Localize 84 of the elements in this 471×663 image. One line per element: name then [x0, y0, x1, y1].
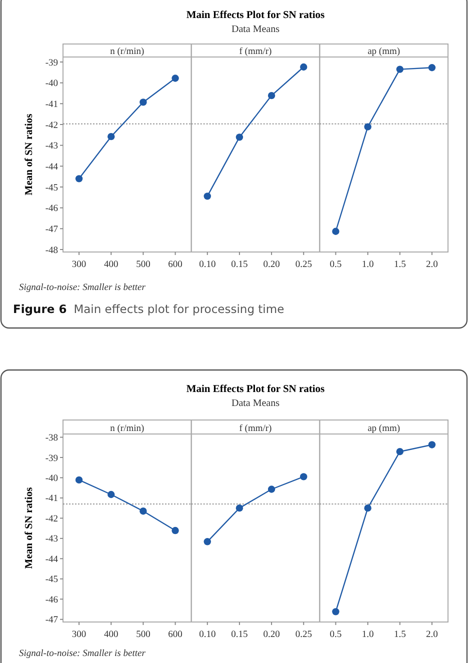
y-tick-label: -40	[45, 474, 58, 484]
y-tick-label: -42	[45, 514, 58, 524]
point	[236, 504, 244, 512]
point	[268, 92, 276, 100]
y-tick-label: -45	[45, 183, 58, 194]
x-tick-label: 1.5	[394, 260, 406, 270]
x-tick-label: 2.0	[426, 630, 438, 640]
x-axis-title: ap (mm)	[368, 424, 400, 434]
x-tick-label: 1.5	[394, 630, 406, 640]
y-tick-label: -46	[45, 204, 58, 214]
point	[396, 66, 404, 73]
x-tick-label: 600	[168, 260, 183, 270]
x-axis-title: ap (mm)	[368, 47, 400, 57]
x-tick-label: 0.5	[330, 260, 342, 270]
point	[75, 476, 83, 484]
point	[172, 526, 179, 534]
chart-subtitle: Data Means	[231, 24, 280, 35]
x-axis-title: n (r/min)	[110, 47, 144, 57]
x-tick-label: 2.0	[426, 260, 438, 270]
x-tick-label: 0.20	[263, 630, 280, 640]
y-tick-label: -41	[45, 100, 58, 110]
caption: Figure 6	[13, 302, 67, 316]
y-tick-label: -42	[45, 120, 58, 131]
y-axis-title: Mean of SN ratios	[24, 114, 35, 196]
point	[364, 123, 372, 130]
x-axis-title: f (mm/r)	[239, 424, 272, 434]
point	[428, 64, 436, 72]
y-tick-label: -47	[45, 616, 58, 626]
y-tick-label: -44	[45, 162, 58, 172]
x-axis-title: f (mm/r)	[239, 47, 272, 57]
x-axis-title: n (r/min)	[110, 424, 144, 434]
y-tick-label: -39	[45, 58, 58, 68]
x-tick-label: 0.10	[199, 630, 216, 640]
text: Signal-to-noise: Smaller is better	[19, 283, 146, 293]
text: Signal-to-noise: Smaller is better	[19, 649, 146, 659]
y-tick-label: -38	[45, 434, 58, 444]
y-tick-label: -40	[45, 79, 58, 90]
y-tick-label: -46	[45, 595, 58, 606]
y-tick-label: -45	[45, 575, 58, 586]
point	[108, 490, 115, 498]
y-tick-label: -44	[45, 554, 58, 565]
point	[172, 74, 179, 82]
y-tick-label: -48	[45, 246, 58, 256]
text: Main effects plot for processing time	[74, 302, 284, 316]
y-tick-label: -39	[45, 454, 58, 464]
point	[236, 134, 244, 141]
point	[300, 63, 308, 71]
point	[268, 486, 276, 493]
x-tick-label: 300	[72, 630, 86, 640]
y-axis-title: Mean of SN ratios	[24, 487, 35, 569]
point	[75, 175, 83, 182]
x-tick-label: 0.15	[231, 260, 248, 270]
x-tick-label: 400	[104, 260, 118, 270]
y-tick-label: -47	[45, 224, 58, 235]
point	[332, 228, 340, 235]
point	[204, 192, 211, 200]
x-tick-label: 0.5	[330, 630, 342, 640]
point	[140, 508, 147, 515]
x-tick-label: 0.25	[295, 260, 312, 270]
x-tick-label: 0.15	[231, 630, 248, 640]
chart-title: Main Effects Plot for SN ratios	[186, 384, 325, 395]
x-tick-label: 1.0	[362, 630, 374, 640]
point	[300, 473, 308, 480]
x-tick-label: 0.25	[295, 630, 312, 640]
chart-subtitle: Data Means	[231, 398, 280, 409]
point	[108, 132, 115, 140]
x-tick-label: 0.10	[199, 260, 216, 270]
point	[428, 441, 436, 448]
x-tick-label: 500	[136, 630, 151, 640]
point	[204, 538, 211, 546]
point	[396, 448, 404, 456]
x-tick-label: 1.0	[362, 260, 374, 270]
point	[364, 504, 372, 512]
point	[140, 98, 147, 106]
x-tick-label: 0.20	[263, 260, 280, 270]
point	[332, 608, 340, 616]
chart-title: Main Effects Plot for SN ratios	[186, 10, 325, 21]
y-tick-label: -41	[45, 494, 58, 504]
x-tick-label: 600	[168, 630, 183, 640]
y-tick-label: -43	[45, 142, 58, 152]
y-tick-label: -43	[45, 534, 58, 545]
x-tick-label: 300	[72, 260, 86, 270]
x-tick-label: 500	[136, 260, 151, 270]
x-tick-label: 400	[104, 630, 118, 640]
